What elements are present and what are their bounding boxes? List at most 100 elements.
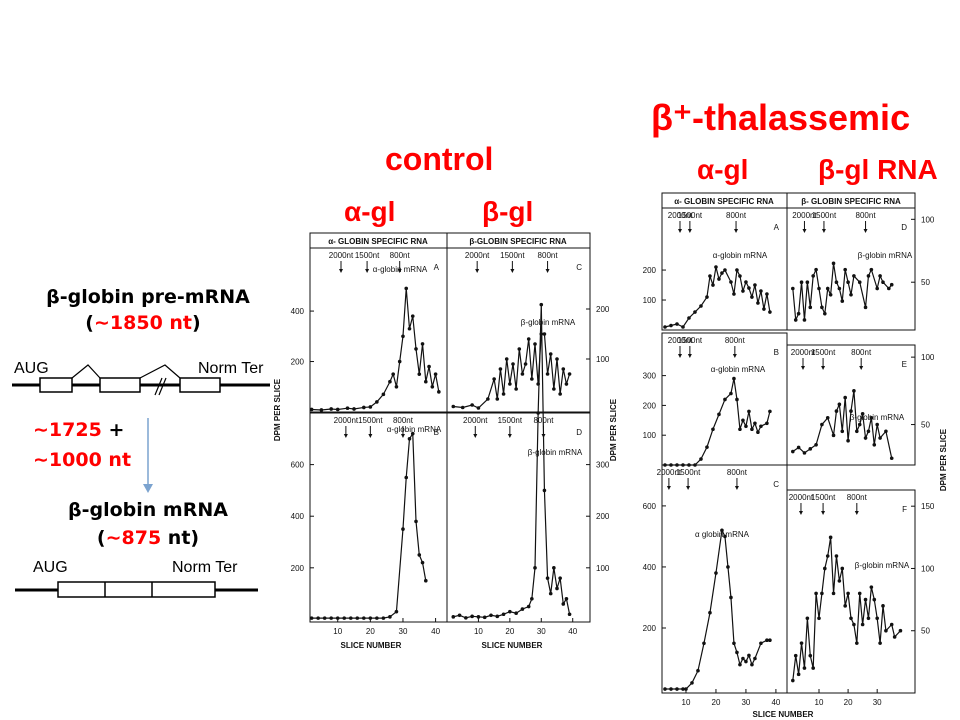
data-point	[846, 591, 850, 596]
data-point	[825, 416, 830, 420]
data-point	[723, 268, 727, 272]
data-point	[747, 286, 751, 290]
data-point	[391, 372, 395, 376]
data-point	[744, 424, 748, 429]
data-point	[394, 384, 399, 389]
x-tick-label: 30	[537, 627, 546, 636]
data-point	[407, 326, 412, 331]
data-point	[732, 376, 736, 381]
data-point	[825, 286, 830, 291]
peak-label: α-globin mRNA	[711, 365, 766, 374]
data-point	[693, 310, 697, 314]
y-tick-label: 400	[291, 512, 305, 521]
marker-label: 1500nt	[500, 251, 525, 260]
data-point	[892, 635, 897, 639]
data-point	[759, 424, 763, 429]
data-point	[889, 456, 894, 461]
data-point	[843, 395, 847, 400]
marker-arrow-head	[732, 354, 737, 358]
data-point	[545, 576, 550, 580]
data-point	[875, 422, 879, 427]
data-line	[664, 266, 771, 328]
marker-arrow-head	[798, 511, 803, 515]
data-point	[520, 372, 525, 376]
data-point	[834, 409, 839, 413]
data-point	[843, 267, 847, 272]
data-point	[768, 638, 772, 642]
data-point	[388, 615, 392, 619]
data-point	[545, 372, 550, 376]
marker-label: 2000nt	[792, 211, 817, 220]
x-tick-label: 20	[505, 627, 514, 636]
data-point	[381, 392, 386, 397]
data-point	[717, 277, 721, 281]
data-point	[433, 372, 438, 376]
data-point	[517, 347, 522, 351]
data-point	[699, 304, 703, 308]
data-point	[675, 687, 679, 691]
data-point	[843, 604, 847, 608]
data-point	[329, 616, 334, 620]
marker-label: 800nt	[390, 251, 411, 260]
data-point	[495, 614, 500, 619]
data-point	[756, 430, 760, 435]
data-point	[417, 553, 422, 557]
data-point	[799, 280, 804, 285]
data-point	[414, 347, 418, 351]
marker-arrow-head	[854, 511, 859, 515]
aug-label: AUG	[14, 360, 49, 377]
marker-label: 2000nt	[657, 468, 682, 477]
data-point	[741, 656, 745, 661]
data-point	[808, 305, 813, 310]
data-point	[805, 280, 810, 285]
data-point	[696, 668, 700, 673]
data-point	[362, 616, 366, 620]
marker-arrow-head	[821, 229, 826, 233]
data-point	[552, 387, 556, 391]
data-point	[345, 406, 350, 411]
marker-label: 2000nt	[463, 416, 488, 425]
size: ∼1725	[33, 419, 102, 441]
data-point	[732, 292, 736, 296]
marker-label: 1500nt	[678, 336, 703, 345]
data-point	[849, 409, 853, 413]
data-point	[708, 610, 712, 615]
data-point	[878, 274, 882, 278]
marker-arrow-head	[821, 366, 826, 370]
data-point	[852, 389, 856, 393]
data-point	[375, 400, 379, 404]
y-tick-label: 400	[643, 563, 657, 572]
data-point	[362, 405, 366, 410]
data-point	[410, 431, 415, 436]
peak-label: β-globin mRNA	[521, 318, 576, 327]
y-tick-label: 200	[643, 266, 657, 275]
data-point	[744, 659, 748, 664]
marker-arrow-head	[734, 486, 739, 490]
marker-label: 1500nt	[676, 468, 701, 477]
y-tick-label: 50	[921, 421, 930, 430]
marker-label: 800nt	[726, 211, 747, 220]
panel-letter: B	[434, 428, 439, 437]
data-point	[699, 457, 703, 461]
data-point	[414, 519, 418, 524]
data-point	[808, 447, 813, 451]
marker-arrow-head	[821, 511, 826, 515]
data-point	[857, 280, 862, 285]
y-tick-label: 400	[291, 307, 305, 316]
data-point	[669, 687, 673, 691]
cut-label: ∼1000 nt	[33, 449, 131, 471]
data-point	[681, 325, 685, 329]
aug-label: AUG	[33, 559, 68, 576]
panel-frame	[446, 412, 591, 623]
data-point	[837, 579, 842, 583]
panel: 100 200 300 10 20 30 40 2000nt 1500nt 800nt Dβ-glo…	[446, 302, 610, 636]
data-point	[765, 292, 769, 296]
y-tick-label: 100	[921, 215, 935, 224]
data-point	[738, 274, 742, 278]
data-point	[427, 364, 431, 369]
panel-letter: D	[576, 428, 582, 437]
marker-label: 2000nt	[334, 416, 359, 425]
data-point	[793, 318, 798, 322]
data-point	[523, 362, 528, 366]
